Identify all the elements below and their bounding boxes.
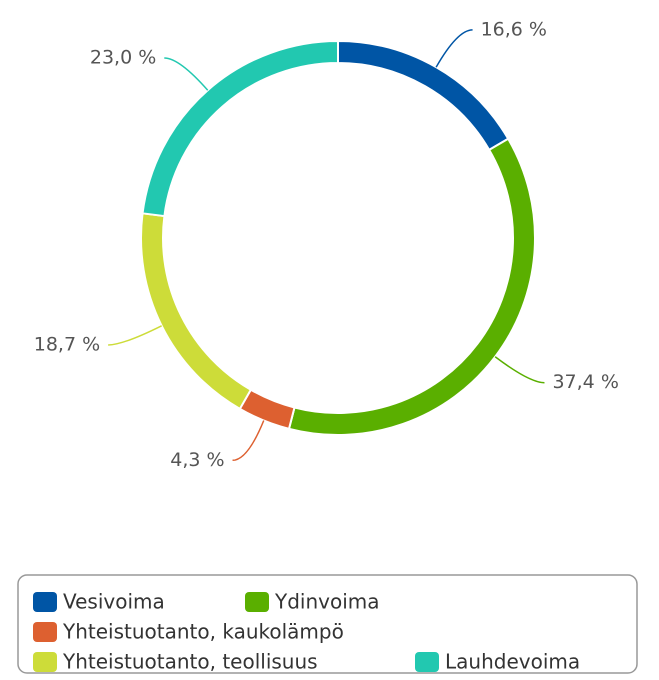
leader-line (232, 420, 265, 462)
legend-label: Vesivoima (63, 590, 165, 614)
value-label: 23,0 % (90, 46, 156, 68)
legend-box (17, 574, 638, 674)
legend-label: Yhteistuotanto, teollisuus (62, 650, 318, 674)
legend-swatch (415, 652, 439, 672)
donut-segment (337, 39, 510, 152)
legend-label: Lauhdevoima (445, 650, 580, 674)
legend-swatch (33, 592, 57, 612)
value-label: 16,6 % (481, 18, 547, 40)
leader-line (108, 325, 162, 346)
donut-segment (140, 212, 253, 411)
leader-line (164, 57, 209, 91)
value-label: 4,3 % (170, 449, 224, 471)
legend-swatch (33, 622, 57, 642)
leader-line (494, 356, 545, 384)
legend-label: Ydinvoima (274, 590, 380, 614)
legend-swatch (245, 592, 269, 612)
donut-segment (141, 39, 339, 218)
legend-swatch (33, 652, 57, 672)
leader-line (435, 29, 473, 68)
value-label: 37,4 % (552, 371, 618, 393)
legend-label: Yhteistuotanto, kaukolämpö (62, 620, 344, 644)
donut-segment (287, 137, 536, 436)
value-label: 18,7 % (34, 333, 100, 355)
